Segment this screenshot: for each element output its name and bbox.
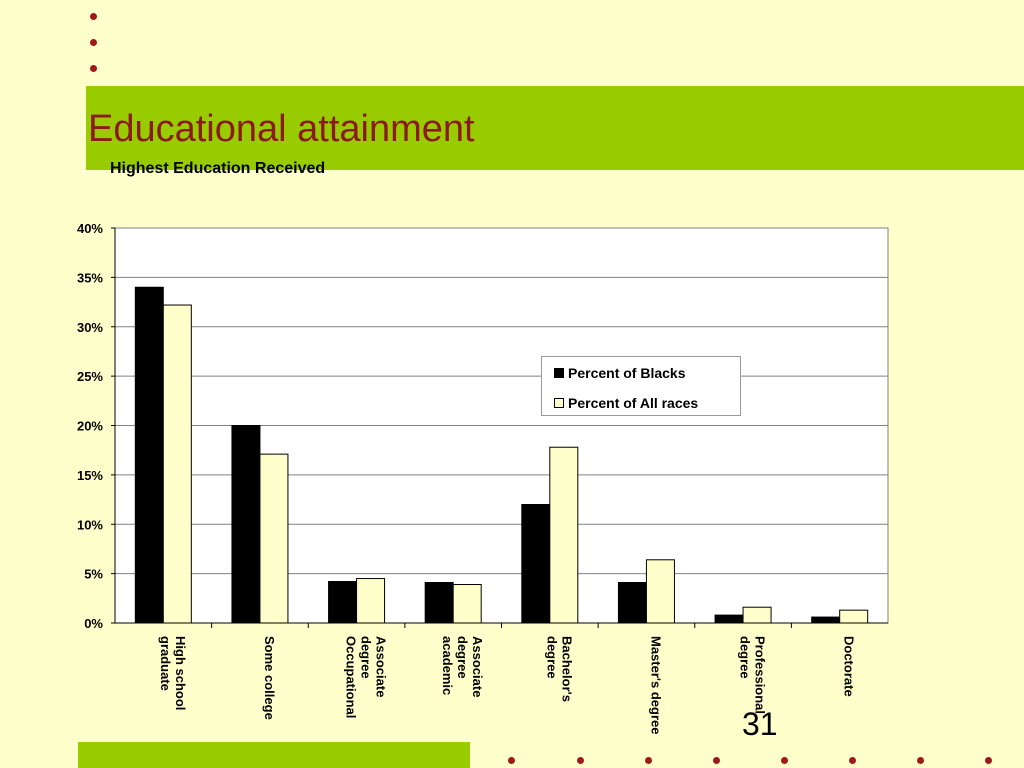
legend-label-all: Percent of All races <box>568 395 699 411</box>
x-category-label-line: degree <box>359 636 374 679</box>
header-band <box>86 86 1024 170</box>
footer-band <box>78 742 470 768</box>
x-category-label-line: Occupational <box>344 636 359 718</box>
bullet-dot <box>985 757 992 764</box>
bullet-dot <box>508 757 515 764</box>
legend-item-all: Percent of All races <box>554 395 698 411</box>
x-category-label-line: degree <box>455 636 470 679</box>
bullet-dot <box>917 757 924 764</box>
x-category-label-line: Professional <box>753 636 768 714</box>
x-category-label-line: Some college <box>262 636 277 720</box>
legend-swatch-all <box>554 398 564 408</box>
bullet-dot <box>90 39 97 46</box>
x-category-label-line: Master's degree <box>648 636 663 734</box>
bar-blacks <box>714 614 744 624</box>
bar-all-races <box>645 559 675 624</box>
bar-all-races <box>259 453 289 624</box>
y-tick-label: 35% <box>77 270 103 285</box>
legend-swatch-blacks <box>554 368 564 378</box>
bar-blacks <box>424 582 454 624</box>
bar-all-races <box>452 583 482 624</box>
bar-blacks <box>521 504 551 624</box>
y-tick-label: 15% <box>77 468 103 483</box>
bar-blacks <box>134 286 164 624</box>
x-category-label-line: Bachelor's <box>559 636 574 702</box>
y-tick-label: 0% <box>84 616 103 631</box>
chart-legend: Percent of Blacks Percent of All races <box>541 356 741 416</box>
chart-title: Highest Education Received <box>110 160 326 177</box>
y-tick-label: 30% <box>77 320 103 335</box>
bullet-dot <box>645 757 652 764</box>
bullet-dot <box>781 757 788 764</box>
x-category-label: Doctorate <box>842 636 857 697</box>
bar-blacks <box>231 425 261 624</box>
x-category-label-line: graduate <box>158 636 173 691</box>
x-category-label-line: Associate <box>374 636 389 697</box>
bullet-dot <box>90 13 97 20</box>
bar-all-races <box>162 304 192 624</box>
bar-blacks <box>811 616 841 624</box>
bar-all-races <box>356 578 386 624</box>
bar-all-races <box>742 606 772 624</box>
x-category-label-line: academic <box>440 636 455 695</box>
slide-title: Educational attainment <box>88 108 475 150</box>
page-number: 31 <box>742 706 778 742</box>
x-category-label-line: degree <box>544 636 559 679</box>
bullet-dot <box>713 757 720 764</box>
legend-label-blacks: Percent of Blacks <box>568 365 686 381</box>
bullet-dot <box>90 65 97 72</box>
bullet-dot <box>577 757 584 764</box>
bar-all-races <box>839 609 869 624</box>
y-tick-label: 5% <box>84 567 103 582</box>
x-category-label: Master's degree <box>648 636 663 734</box>
bullet-dot <box>849 757 856 764</box>
y-tick-label: 20% <box>77 419 103 434</box>
x-category-label-line: degree <box>738 636 753 679</box>
bar-blacks <box>617 582 647 624</box>
y-tick-label: 25% <box>77 369 103 384</box>
bar-all-races <box>549 446 579 624</box>
x-category-label-line: Doctorate <box>842 636 857 697</box>
x-category-label-line: Associate <box>470 636 485 697</box>
y-tick-label: 10% <box>77 517 103 532</box>
bar-blacks <box>328 581 358 624</box>
x-category-label: Some college <box>262 636 277 720</box>
y-tick-label: 40% <box>77 221 103 236</box>
legend-item-blacks: Percent of Blacks <box>554 365 686 381</box>
x-category-label-line: High school <box>173 636 188 710</box>
